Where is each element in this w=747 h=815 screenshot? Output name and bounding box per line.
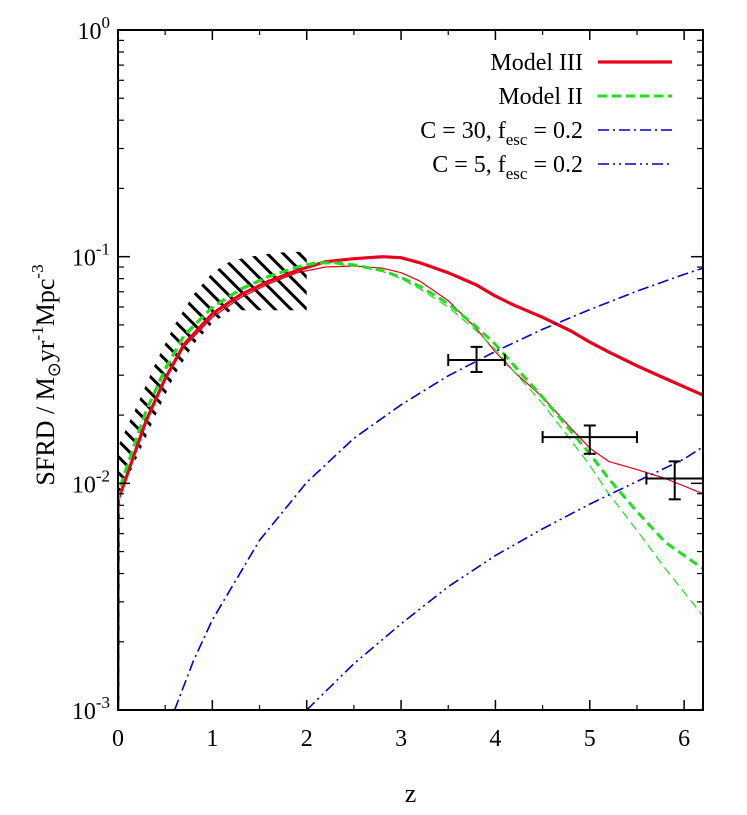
x-tick-label: 1 [206, 726, 218, 752]
legend-entry-4: C = 5, fesc = 0.2 [432, 152, 672, 183]
hatch-line [259, 251, 307, 500]
x-axis-label: z [405, 779, 417, 808]
y-tick-label: 10-2 [72, 466, 110, 498]
series-line-c-30-fesc-0-2 [173, 267, 703, 710]
legend-entry-1: Model III [490, 50, 672, 76]
hatch-line [195, 251, 307, 500]
legend-label: C = 5, fesc = 0.2 [432, 152, 583, 183]
x-tick-label: 0 [112, 726, 124, 752]
hatch-line [227, 251, 307, 500]
legend-label: Model II [498, 84, 583, 110]
x-tick-label: 2 [301, 726, 313, 752]
hatch-line [179, 251, 307, 500]
series-line-model-ii [118, 261, 703, 710]
legend-label: C = 30, fesc = 0.2 [420, 118, 583, 149]
y-tick-label: 10-3 [72, 693, 110, 725]
hatch-line [309, 247, 566, 504]
legend-entry-3: C = 30, fesc = 0.2 [420, 118, 672, 149]
hatch-line [118, 251, 184, 500]
hatch-line [211, 251, 307, 500]
hatch-line [118, 251, 136, 500]
hatch-line [243, 251, 307, 500]
hatch-line [118, 251, 307, 500]
y-axis-label: SFRD / M⊙yr-1Mpc-3 [28, 264, 65, 485]
x-tick-label: 6 [678, 726, 690, 752]
series-line-c-5-fesc-0-2 [306, 446, 703, 710]
legend-label: Model III [490, 50, 583, 76]
x-tick-label: 4 [489, 726, 501, 752]
hatch-line [163, 251, 307, 500]
series-line-model-ii-thin [118, 263, 703, 710]
x-tick-label: 3 [395, 726, 407, 752]
observation-point-3 [645, 460, 704, 501]
y-tick-label: 10-1 [72, 240, 110, 272]
hatch-line [147, 251, 307, 500]
hatch-line [275, 251, 307, 500]
observation-point-1 [447, 345, 506, 373]
hatch-line [118, 251, 168, 500]
plot-frame [117, 29, 704, 711]
series-line-model-iii [118, 255, 703, 710]
hatch-line [118, 251, 307, 500]
legend-entry-2: Model II [498, 84, 672, 110]
observation-point-2 [541, 424, 638, 455]
y-tick-label: 100 [78, 13, 111, 45]
x-tick-label: 5 [584, 726, 596, 752]
hatched-observation-band [118, 247, 566, 504]
